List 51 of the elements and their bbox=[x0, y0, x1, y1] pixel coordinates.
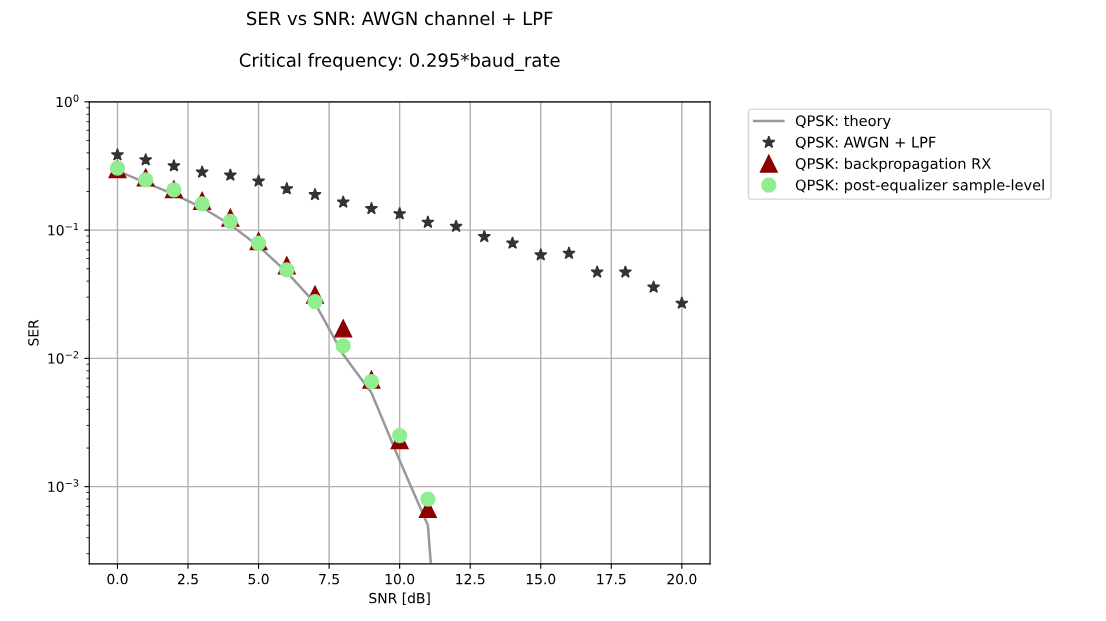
y-tick-label: 10$^{−2}$ bbox=[48, 351, 79, 364]
chart-subtitle: Critical frequency: 0.295*baud_rate bbox=[239, 53, 560, 71]
point bbox=[449, 219, 463, 233]
y-tick-label: 10$^{0}$ bbox=[56, 94, 79, 108]
point bbox=[421, 215, 435, 229]
point bbox=[420, 491, 436, 507]
y-tick-label: 10$^{−1}$ bbox=[48, 222, 79, 236]
point bbox=[307, 293, 323, 310]
point bbox=[194, 196, 210, 212]
point bbox=[251, 174, 266, 187]
x-axis-title: SNR [dB] bbox=[369, 592, 430, 605]
point bbox=[195, 165, 209, 178]
point bbox=[675, 296, 689, 310]
point bbox=[477, 229, 491, 243]
x-tick-label: 20.0 bbox=[667, 573, 697, 585]
legend-label: QPSK: AWGN + LPF bbox=[795, 136, 936, 150]
point bbox=[364, 201, 379, 215]
x-tick-label: 10.0 bbox=[385, 573, 415, 585]
x-tick-label: 15.0 bbox=[526, 573, 556, 585]
x-tick-label: 7.5 bbox=[319, 574, 339, 585]
point bbox=[618, 265, 633, 278]
point bbox=[590, 265, 604, 278]
point bbox=[336, 195, 350, 208]
y-axis-title: SER bbox=[28, 319, 39, 346]
point bbox=[393, 206, 407, 220]
point bbox=[167, 158, 181, 172]
point bbox=[280, 181, 294, 195]
point bbox=[223, 168, 237, 181]
point bbox=[335, 338, 351, 354]
y-tick-label: 10$^{−3}$ bbox=[48, 479, 79, 493]
chart-title: SER vs SNR: AWGN channel + LPF bbox=[247, 11, 553, 26]
point bbox=[562, 246, 576, 260]
point bbox=[139, 152, 153, 166]
point bbox=[505, 236, 520, 249]
x-tick-label: 2.5 bbox=[177, 573, 198, 585]
point bbox=[392, 427, 408, 444]
x-tick-label: 12.5 bbox=[456, 573, 485, 585]
point bbox=[138, 172, 154, 188]
point bbox=[308, 187, 322, 201]
legend-label: QPSK: backpropagation RX bbox=[795, 157, 991, 172]
point bbox=[110, 147, 125, 161]
x-tick-label: 0.0 bbox=[107, 573, 128, 585]
legend-label: QPSK: theory bbox=[795, 114, 891, 130]
x-tick-label: 17.5 bbox=[597, 574, 626, 585]
legend-label: QPSK: post-equalizer sample-level bbox=[795, 179, 1044, 194]
x-tick-label: 5.0 bbox=[248, 573, 269, 585]
point bbox=[279, 262, 295, 278]
point bbox=[222, 213, 238, 230]
point bbox=[646, 280, 661, 293]
point bbox=[534, 248, 548, 261]
point bbox=[334, 319, 353, 338]
